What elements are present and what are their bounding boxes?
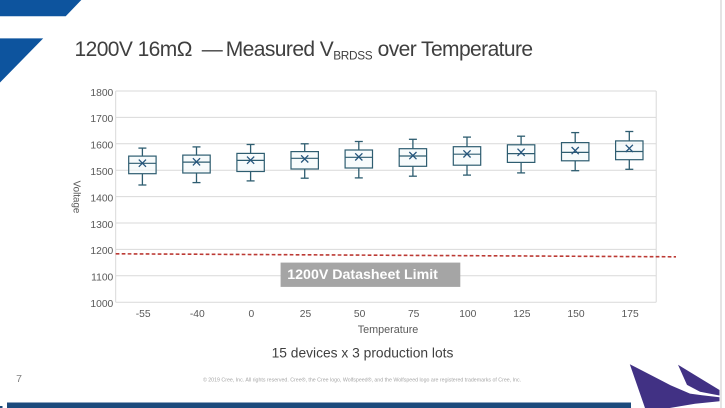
svg-text:1600: 1600 (90, 141, 113, 152)
svg-text:© 2019 Cree, Inc. All rights r: © 2019 Cree, Inc. All rights reserved. C… (203, 377, 521, 384)
svg-text:-40: -40 (190, 309, 205, 320)
svg-text:1000: 1000 (90, 299, 113, 310)
svg-text:1100: 1100 (91, 273, 113, 284)
svg-text:100: 100 (459, 309, 476, 320)
svg-text:1300: 1300 (90, 220, 113, 231)
svg-text:175: 175 (622, 309, 639, 320)
svg-text:150: 150 (567, 309, 584, 320)
svg-text:-55: -55 (136, 309, 151, 320)
svg-text:1200V Datasheet Limit: 1200V Datasheet Limit (287, 267, 438, 283)
svg-text:75: 75 (408, 309, 420, 320)
svg-text:25: 25 (300, 309, 312, 320)
svg-text:Voltage: Voltage (71, 181, 82, 214)
svg-text:125: 125 (513, 309, 530, 320)
svg-text:15 devices x 3 production lots: 15 devices x 3 production lots (272, 346, 454, 361)
svg-text:1800: 1800 (90, 88, 113, 99)
svg-text:0: 0 (249, 309, 255, 320)
svg-text:1200: 1200 (90, 246, 113, 257)
svg-text:7: 7 (16, 373, 22, 385)
svg-text:Temperature: Temperature (358, 324, 419, 336)
svg-text:1700: 1700 (90, 114, 113, 125)
svg-text:1500: 1500 (90, 167, 113, 178)
svg-text:1400: 1400 (90, 193, 113, 204)
svg-text:50: 50 (354, 309, 366, 320)
